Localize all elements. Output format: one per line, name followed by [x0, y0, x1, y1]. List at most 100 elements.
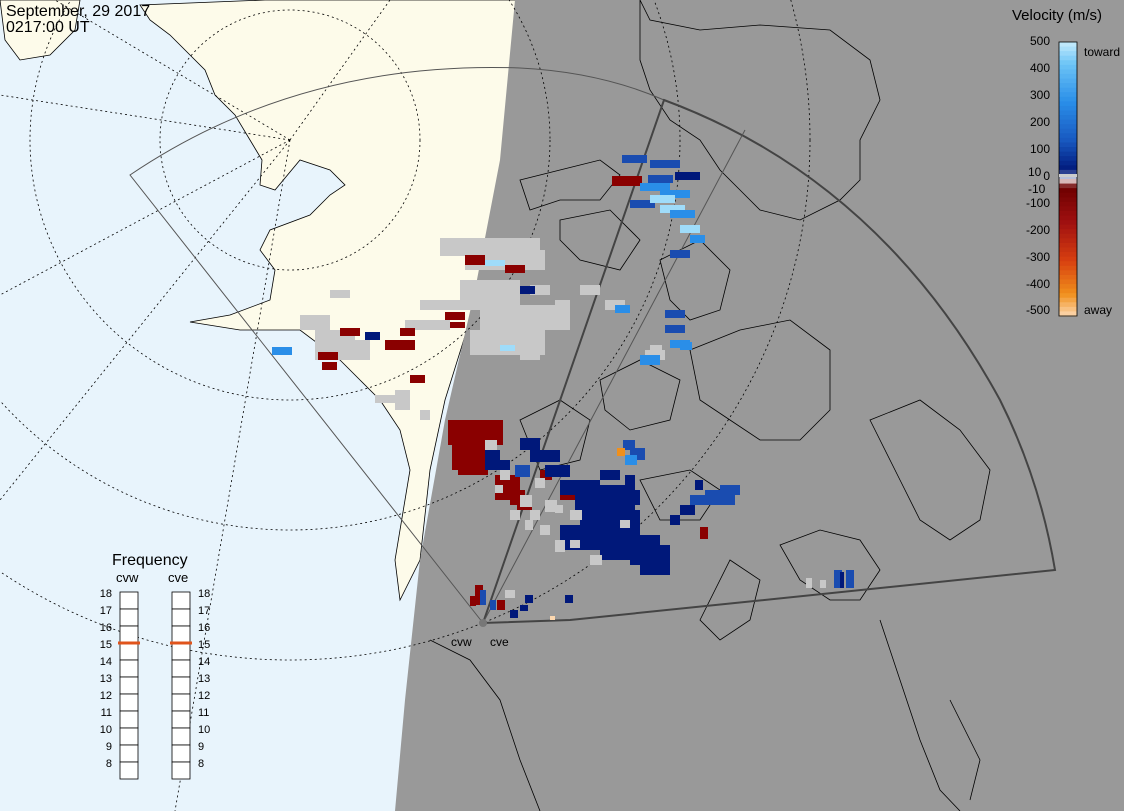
frequency-cell	[171, 710, 191, 729]
legend-color-segment	[1059, 311, 1077, 317]
radar-label-cvw: cvw	[451, 635, 472, 649]
scatter-cell	[318, 352, 338, 360]
legend-color-segment	[1059, 261, 1077, 267]
scatter-cell	[420, 410, 430, 420]
legend-color-segment	[1059, 201, 1077, 207]
frequency-cell	[119, 608, 139, 627]
frequency-scale-label: 13	[100, 673, 112, 685]
scatter-cell	[535, 478, 545, 488]
legend-color-segment	[1059, 115, 1077, 121]
legend-color-segment	[1059, 215, 1077, 221]
legend-toward-label: toward	[1084, 45, 1120, 59]
scatter-cell	[670, 250, 690, 258]
scatter-cell	[806, 578, 812, 588]
legend-color-segment	[1059, 83, 1077, 89]
scatter-cell	[400, 328, 415, 336]
legend-color-segment	[1059, 165, 1077, 171]
frequency-panel: Frequency cvw cve 1817161514131211109818…	[100, 552, 210, 780]
legend-title: Velocity (m/s)	[1012, 7, 1102, 24]
arctic-island	[0, 0, 81, 61]
legend-color-segment	[1059, 42, 1077, 48]
legend-color-segment	[1059, 242, 1077, 249]
scatter-cell	[365, 332, 380, 340]
scatter-cell	[465, 255, 485, 265]
frequency-cell	[171, 642, 191, 661]
scatter-cell	[555, 540, 565, 552]
frequency-scale-label: 8	[106, 758, 112, 770]
legend-tick-label: -400	[1026, 277, 1050, 291]
legend-tick-label: -300	[1026, 250, 1050, 264]
scatter-cell	[565, 595, 573, 603]
scatter-cell	[670, 210, 695, 218]
scatter-cells	[272, 155, 854, 620]
legend-color-segment	[1059, 51, 1077, 57]
scatter-cell	[640, 560, 670, 575]
scatter-cell	[840, 572, 844, 588]
scatter-cell	[690, 495, 705, 505]
legend-color-segment	[1059, 270, 1077, 276]
legend-color-segment	[1059, 206, 1077, 212]
legend-color-segment	[1059, 265, 1077, 271]
scatter-cell	[520, 438, 540, 450]
legend-color-segment	[1059, 78, 1077, 84]
legend-tick-label: 200	[1030, 115, 1050, 129]
legend-color-segment	[1059, 160, 1077, 166]
legend-tick-label: -200	[1026, 223, 1050, 237]
scatter-cell	[475, 585, 483, 605]
frequency-scale-label: 10	[198, 724, 210, 736]
legend-color-segment	[1059, 60, 1077, 66]
frequency-cell	[171, 693, 191, 712]
scatter-cell	[525, 520, 533, 530]
scatter-cell	[340, 328, 360, 336]
legend-color-segment	[1059, 220, 1077, 226]
frequency-column-label-cve: cve	[168, 570, 188, 585]
map-grid	[0, 0, 811, 811]
legend-color-segment	[1059, 92, 1077, 98]
legend-tick-label: 400	[1030, 61, 1050, 75]
frequency-scale-label: 15	[198, 639, 210, 651]
scatter-cell	[640, 355, 660, 365]
legend-color-segment	[1059, 224, 1077, 230]
scatter-cell	[520, 495, 532, 507]
scatter-cell	[375, 395, 400, 403]
frequency-cell	[119, 591, 139, 610]
legend-color-segment	[1059, 119, 1077, 125]
scatter-cell	[570, 510, 582, 520]
scatter-cell	[515, 465, 530, 477]
frequency-grid: 18 17 16 15 14 13 12 11 10 9 8 18 17 16 15 14 13 12 11 10 9 8	[100, 588, 210, 780]
scatter-cell	[505, 265, 525, 273]
frequency-cell	[119, 744, 139, 763]
legend-tick-label: -100	[1026, 196, 1050, 210]
legend-color-segment	[1059, 279, 1077, 285]
scatter-cell	[617, 448, 625, 456]
scatter-cell	[612, 176, 642, 186]
frequency-cell	[171, 659, 191, 678]
legend-color-segment	[1059, 183, 1077, 189]
frequency-cell	[171, 625, 191, 644]
scatter-cell	[505, 590, 515, 598]
legend-color-segment	[1059, 55, 1077, 61]
scatter-cell	[410, 375, 425, 383]
legend-ground-scatter-swatch	[1059, 174, 1077, 177]
scatter-cell	[555, 300, 570, 310]
scatter-cell	[510, 610, 518, 618]
scatter-cell	[550, 616, 555, 620]
scatter-cell	[497, 600, 505, 610]
scatter-cell	[500, 345, 515, 351]
scatter-cell	[520, 286, 535, 294]
scatter-cell	[445, 312, 465, 320]
legend-away-label: away	[1084, 303, 1112, 317]
legend-color-segment	[1059, 64, 1077, 70]
scatter-cell	[660, 205, 685, 213]
legend-color-segment	[1059, 156, 1077, 162]
legend-bar-frame	[1058, 41, 1078, 317]
legend-color-segment	[1059, 147, 1077, 153]
scatter-cell	[555, 505, 563, 513]
scatter-cell	[680, 505, 695, 515]
legend-tick-label: 10	[1028, 165, 1042, 179]
scatter-cell	[680, 342, 692, 350]
scatter-cell	[660, 190, 690, 198]
scatter-cell	[340, 340, 370, 360]
scatter-cell	[650, 195, 675, 203]
scatter-cell	[525, 595, 533, 603]
